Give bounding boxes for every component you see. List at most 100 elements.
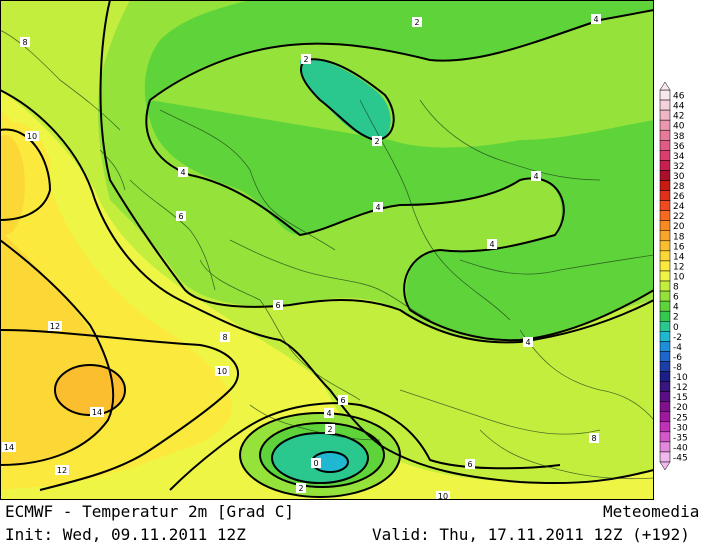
legend-label: 8: [673, 283, 679, 293]
legend-label: 40: [673, 122, 685, 132]
legend-swatch: [659, 260, 671, 272]
legend-label: 46: [673, 92, 685, 102]
svg-text:8: 8: [22, 38, 27, 47]
legend-label: -30: [673, 423, 688, 433]
country-borders: [0, 29, 654, 480]
svg-text:14: 14: [92, 408, 102, 417]
legend-label: -40: [673, 443, 688, 453]
temperature-map: 2 4 2 2 4 4 4 4 6 6 8 10 10 12 14 14 12 …: [0, 0, 654, 500]
legend-swatch: [659, 220, 671, 232]
band-2-4-north: [144, 0, 654, 340]
legend-swatch: [659, 371, 671, 382]
legend-swatch: [659, 431, 671, 443]
legend-label: 38: [673, 132, 685, 142]
valid-time: Valid: Thu, 17.11.2011 12Z (+192): [372, 525, 690, 544]
legend-label: 34: [673, 152, 685, 162]
legend-label: 2: [673, 313, 679, 323]
legend-swatch: [659, 270, 671, 282]
svg-text:4: 4: [593, 15, 598, 24]
legend-swatch: [659, 170, 671, 181]
svg-text:0: 0: [313, 459, 318, 468]
svg-text:2: 2: [298, 484, 303, 493]
legend-label: 0: [673, 323, 679, 333]
legend-swatch: [659, 119, 671, 131]
svg-text:6: 6: [178, 212, 183, 221]
legend-swatch: [659, 180, 671, 191]
svg-text:10: 10: [217, 367, 227, 376]
legend-swatch: [659, 240, 671, 252]
legend-label: -10: [673, 373, 688, 383]
legend-swatch: [659, 280, 671, 292]
legend-swatch: [659, 341, 671, 352]
legend-label: 4: [673, 303, 679, 313]
footer-row-1: ECMWF - Temperatur 2m [Grad C] Meteomedi…: [0, 501, 720, 523]
band-10-12-c: [0, 135, 25, 235]
svg-text:2: 2: [327, 425, 332, 434]
legend-swatch: [659, 331, 671, 342]
legend-label: -45: [673, 453, 688, 463]
svg-text:14: 14: [4, 443, 14, 452]
svg-text:4: 4: [180, 168, 185, 177]
legend-label: -20: [673, 403, 688, 413]
band-0-2-north: [300, 59, 391, 140]
legend-label: -8: [673, 363, 682, 373]
legend-swatch: [659, 401, 671, 412]
legend-swatch: [659, 441, 671, 453]
legend-swatch: [659, 451, 671, 463]
svg-text:12: 12: [50, 322, 60, 331]
legend-arrow-bottom: [659, 461, 671, 471]
legend-label: 44: [673, 102, 685, 112]
legend-swatch: [659, 310, 671, 322]
legend-swatch: [659, 89, 671, 101]
legend-label: -12: [673, 383, 688, 393]
legend-swatch: [659, 391, 671, 402]
legend-swatch: [659, 140, 671, 151]
footer-row-2: Init: Wed, 09.11.2011 12Z Valid: Thu, 17…: [0, 524, 720, 546]
legend-label: 30: [673, 172, 685, 182]
legend-swatch: [659, 351, 671, 362]
legend-swatch: [659, 190, 671, 201]
svg-text:4: 4: [326, 409, 331, 418]
svg-text:2: 2: [414, 18, 419, 27]
svg-text:12: 12: [57, 466, 67, 475]
legend-swatch: [659, 230, 671, 242]
legend-label: 16: [673, 242, 685, 252]
svg-text:4: 4: [489, 240, 494, 249]
isotherms: [0, 0, 654, 498]
map-frame: [0, 0, 654, 500]
svg-text:4: 4: [375, 203, 380, 212]
legend-label: 36: [673, 142, 685, 152]
legend-swatch: [659, 300, 671, 312]
svg-text:4: 4: [533, 172, 538, 181]
legend-label: -35: [673, 433, 688, 443]
legend-label: 32: [673, 162, 684, 172]
svg-text:10: 10: [438, 492, 448, 500]
color-legend: 4644424038363432302826242220181614121086…: [659, 81, 688, 471]
legend-swatch: [659, 411, 671, 423]
svg-text:6: 6: [275, 301, 280, 310]
legend-label: -15: [673, 393, 688, 403]
legend-swatch: [659, 109, 671, 121]
legend-swatch: [659, 160, 671, 171]
svg-text:6: 6: [467, 460, 472, 469]
band-14-plus: [55, 365, 125, 415]
legend-swatch: [659, 200, 671, 211]
legend-label: 6: [673, 293, 679, 303]
legend-swatch: [659, 290, 671, 302]
legend-label: 24: [673, 202, 685, 212]
legend-label: 26: [673, 192, 685, 202]
legend-swatch: [659, 421, 671, 433]
legend-label: 22: [673, 212, 684, 222]
legend-label: 20: [673, 222, 685, 232]
legend-label: -6: [673, 353, 682, 363]
legend-label: 18: [673, 232, 685, 242]
svg-text:4: 4: [525, 338, 530, 347]
legend-swatch: [659, 361, 671, 372]
init-time: Init: Wed, 09.11.2011 12Z: [5, 525, 246, 544]
contour-labels: 2 4 2 2 4 4 4 4 6 6 8 10 10 12 14 14 12 …: [2, 14, 601, 500]
legend-arrow-top: [659, 81, 671, 91]
svg-text:2: 2: [374, 137, 379, 146]
svg-text:8: 8: [591, 434, 596, 443]
legend-label: 10: [673, 273, 685, 283]
legend-swatch: [659, 150, 671, 161]
